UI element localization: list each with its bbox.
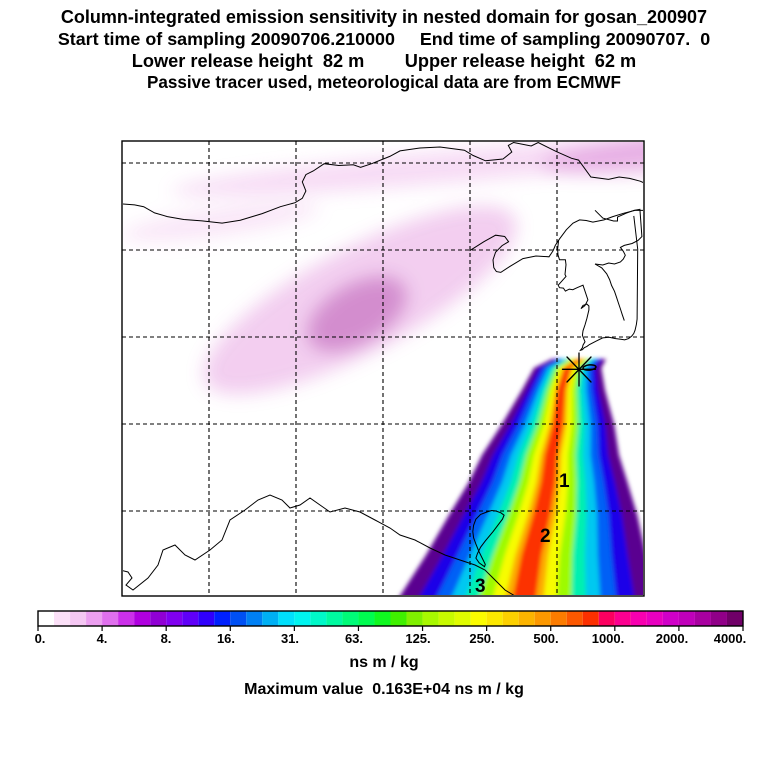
svg-text:1: 1	[559, 471, 570, 492]
svg-text:3: 3	[475, 576, 486, 597]
svg-text:2: 2	[540, 526, 551, 547]
